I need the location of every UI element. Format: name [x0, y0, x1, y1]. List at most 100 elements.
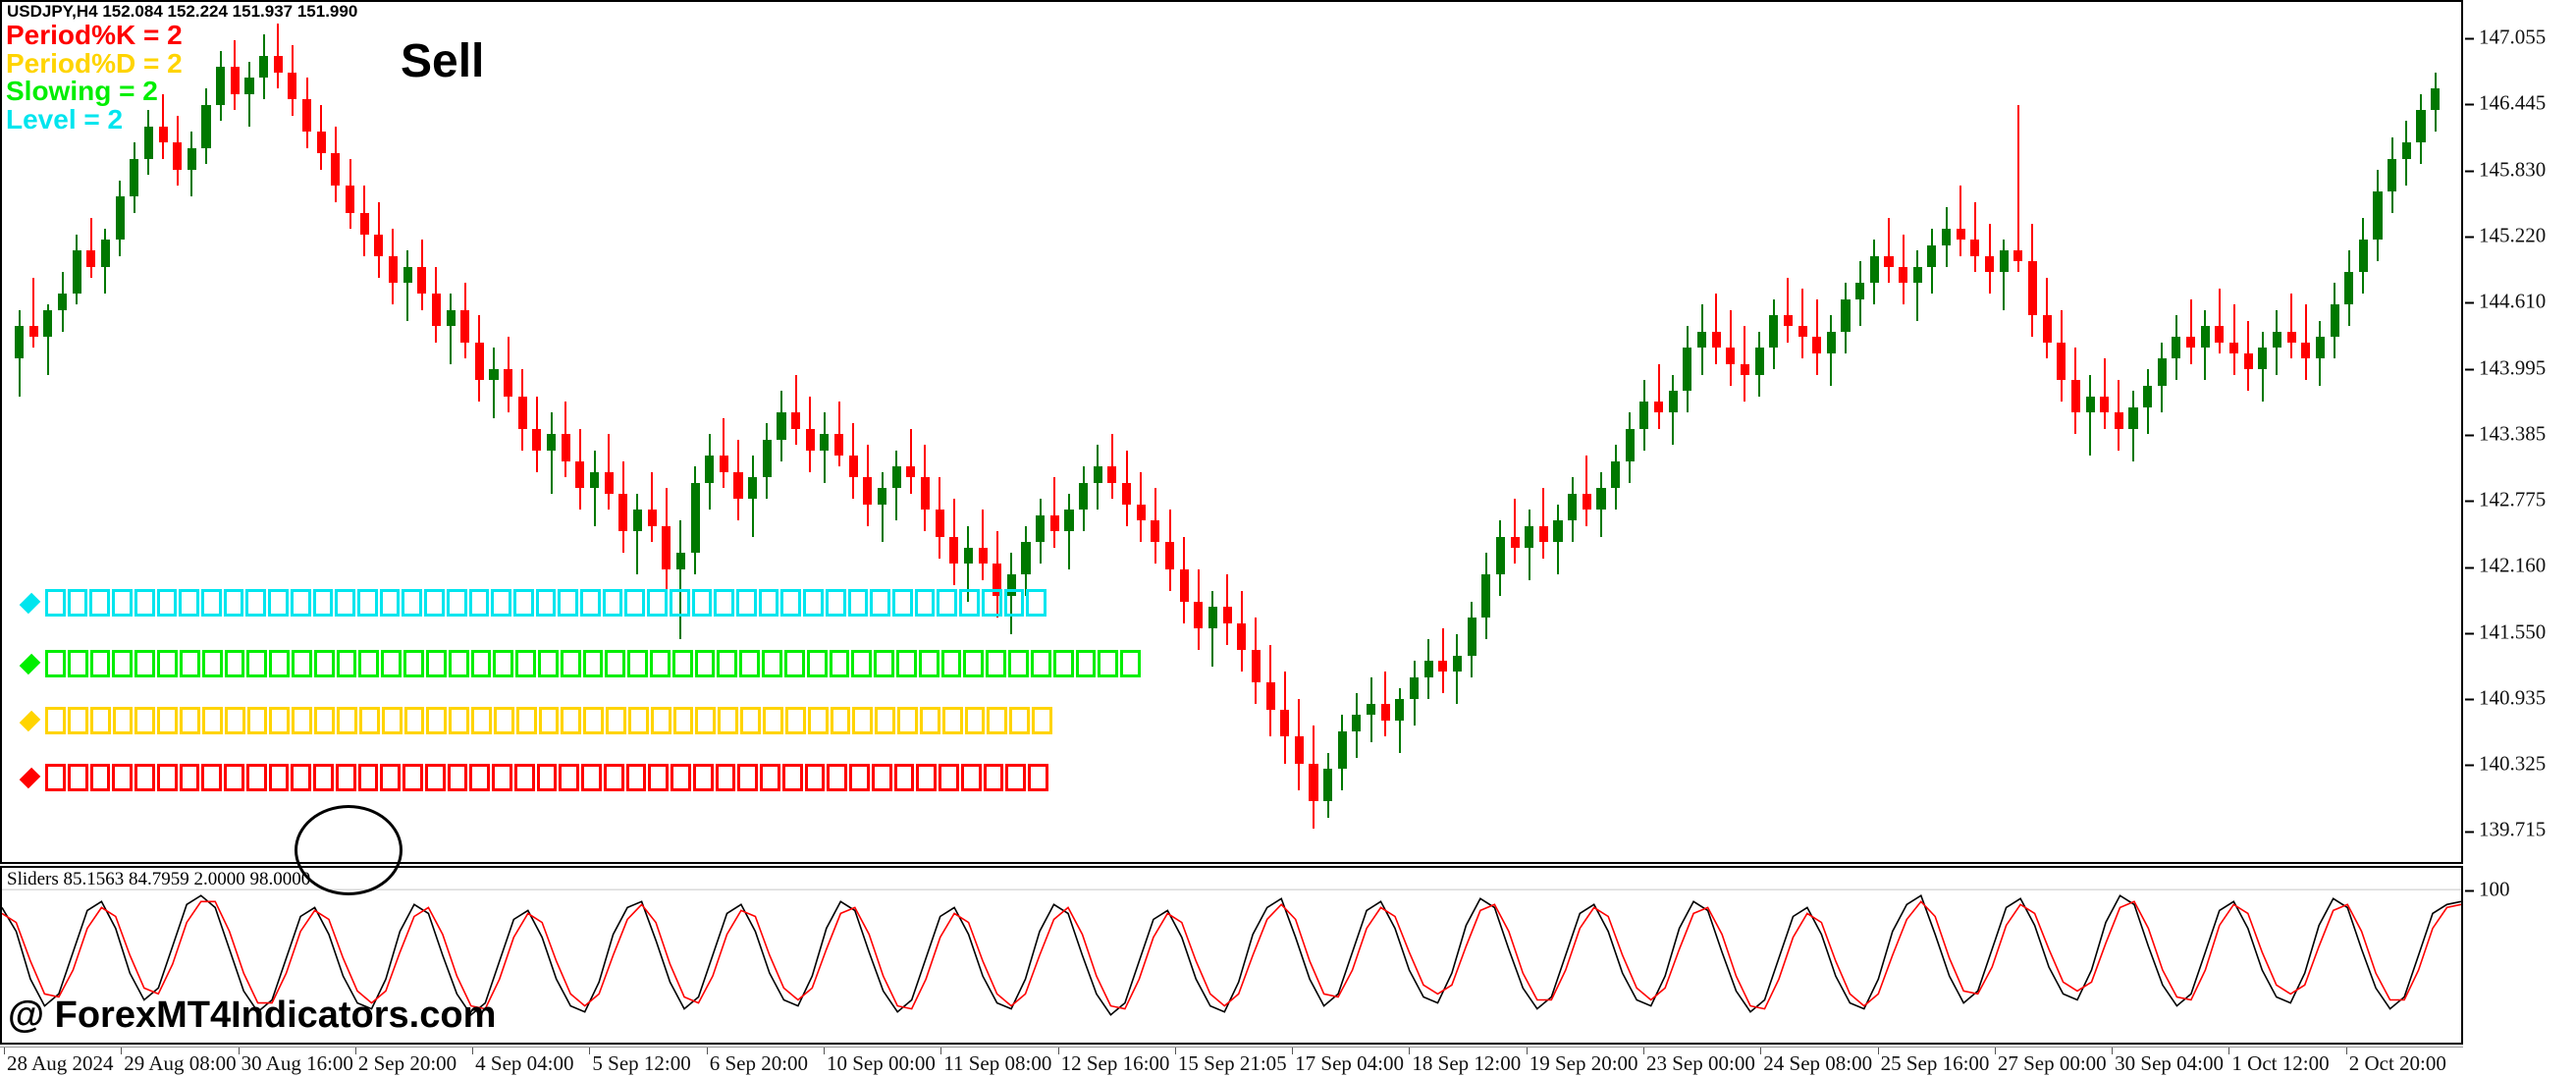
- periodd-band-cell: [112, 707, 134, 734]
- periodd-band-cell: [515, 707, 537, 734]
- periodk-band: [2, 764, 2461, 791]
- periodd-band-cell: [1032, 707, 1052, 734]
- periodk-band-cell: [380, 764, 402, 791]
- periodd-band-cell: [763, 707, 783, 734]
- level-band-cell: [1003, 589, 1025, 617]
- periodk-band-cell: [134, 764, 155, 791]
- candle-body: [1654, 402, 1664, 412]
- price-axis-tick: 146.445: [2465, 91, 2546, 116]
- level-band-cell: [714, 589, 735, 617]
- periodd-band-cell: [830, 707, 851, 734]
- slowing-band-cell: [694, 650, 716, 677]
- candle-body: [431, 294, 441, 326]
- candle-body: [1122, 482, 1132, 505]
- candle-body: [1912, 266, 1922, 283]
- candle-body: [504, 369, 513, 397]
- slowing-band-cell: [515, 650, 536, 677]
- candle-wick: [2218, 288, 2221, 353]
- candle-body: [1107, 466, 1117, 483]
- candle-body: [547, 434, 557, 451]
- candle-wick: [1887, 218, 1890, 283]
- time-axis-tick: [1643, 1048, 1644, 1054]
- level-band-cell: [758, 589, 779, 617]
- periodd-band-cell: [381, 707, 402, 734]
- legend-item-0: Period%K = 2: [6, 20, 183, 50]
- candle-body: [1395, 698, 1405, 721]
- candle-body: [1280, 709, 1290, 736]
- level-band-cell: [290, 589, 311, 617]
- periodd-band-cell: [538, 707, 560, 734]
- slowing-band-cell: [762, 650, 782, 677]
- level-band-cell: [356, 589, 378, 617]
- slowing-band-cell: [717, 650, 738, 677]
- oscillator-axis[interactable]: 100: [2465, 866, 2576, 1045]
- slowing-band-cell: [783, 650, 805, 677]
- periodk-band-cell: [424, 764, 446, 791]
- price-axis-tick: 147.055: [2465, 25, 2546, 49]
- candle-body: [1222, 607, 1232, 623]
- candle-body: [2373, 190, 2383, 240]
- slowing-band-cell: [671, 650, 693, 677]
- candle-body: [675, 553, 685, 569]
- candle-body: [1769, 315, 1779, 348]
- candle-body: [1410, 676, 1420, 699]
- candle-body: [1510, 536, 1520, 548]
- level-band-cell: [134, 589, 155, 617]
- time-axis-tick: [121, 1048, 123, 1054]
- candle-body: [1812, 337, 1822, 353]
- slowing-band-cell: [582, 650, 604, 677]
- time-axis-label: 25 Sep 16:00: [1880, 1051, 1990, 1075]
- candle-body: [906, 466, 916, 477]
- candle-wick: [794, 374, 797, 445]
- candle-body: [1869, 255, 1879, 283]
- time-axis[interactable]: 28 Aug 2024 29 Aug 08:00 30 Aug 16:00 2 Sep…: [0, 1047, 2463, 1075]
- candle-body: [28, 326, 38, 337]
- time-axis-label: 24 Sep 08:00: [1763, 1051, 1873, 1075]
- time-axis-tick: [1994, 1048, 1996, 1054]
- slowing-band-cell: [605, 650, 626, 677]
- periodk-band-cell: [469, 764, 491, 791]
- level-band-cell: [1026, 589, 1046, 617]
- candle-body: [1841, 298, 1851, 332]
- periodk-band-cell: [625, 764, 647, 791]
- candle-body: [834, 434, 844, 456]
- level-band-cell: [179, 589, 199, 617]
- candle-body: [1726, 348, 1736, 364]
- periodd-band-cell: [852, 707, 874, 734]
- candle-body: [777, 412, 786, 440]
- oscillator-pane[interactable]: Sliders 85.1563 84.7959 2.0000 98.0000: [0, 866, 2463, 1045]
- candle-body: [1668, 391, 1678, 412]
- price-axis[interactable]: 147.055 146.445 145.830 145.220 144.610 143.9…: [2465, 0, 2576, 864]
- periodd-band-cell: [784, 707, 806, 734]
- candle-body: [1237, 622, 1247, 650]
- candle-body: [575, 460, 585, 488]
- price-axis-tick: 143.385: [2465, 421, 2546, 446]
- periodk-band-cell: [291, 764, 312, 791]
- time-axis-label: 30 Aug 16:00: [241, 1051, 353, 1075]
- slowing-band-cell: [918, 650, 939, 677]
- candle-body: [446, 309, 456, 326]
- candle-body: [604, 471, 614, 494]
- level-band-cell: [268, 589, 289, 617]
- periodd-band-cell: [561, 707, 582, 734]
- candle-body: [662, 525, 671, 569]
- time-axis-tick: [706, 1048, 708, 1054]
- periodk-band-cell: [67, 764, 88, 791]
- candle-body: [201, 104, 211, 148]
- candle-body: [1927, 244, 1937, 267]
- candle-body: [1582, 493, 1591, 510]
- candle-wick: [1053, 477, 1056, 548]
- candle-body: [517, 396, 527, 429]
- candle-wick: [1973, 201, 1976, 272]
- periodd-band-cell: [987, 707, 1008, 734]
- candle-body: [2258, 348, 2268, 369]
- periodd-band: [2, 707, 2461, 734]
- candle-body: [316, 132, 326, 153]
- periodd-band-cell: [471, 707, 492, 734]
- candle-body: [130, 158, 139, 196]
- candle-body: [1164, 542, 1175, 569]
- candle-body: [2229, 342, 2239, 353]
- price-chart-pane[interactable]: [0, 0, 2463, 864]
- candle-body: [1740, 363, 1749, 375]
- candle-body: [762, 439, 772, 477]
